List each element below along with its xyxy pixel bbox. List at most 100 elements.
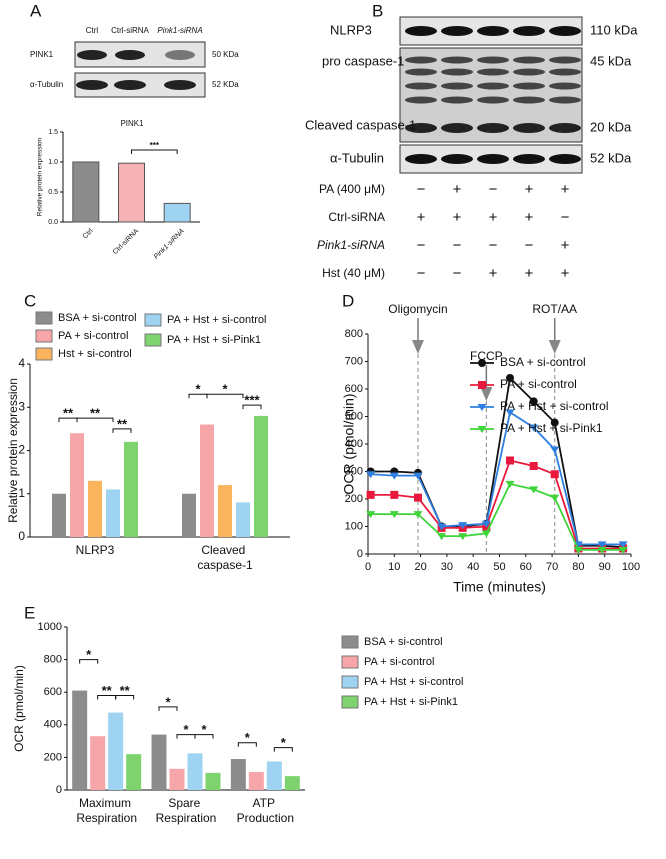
band	[441, 56, 473, 64]
y-tick-label: 400	[345, 438, 363, 450]
legend-label: PA + Hst + si-Pink1	[364, 696, 458, 708]
y-tick-label: 600	[345, 383, 363, 395]
bar	[52, 493, 66, 537]
y-tick-label: 800	[345, 328, 363, 340]
significance-bracket	[237, 742, 257, 747]
x-tick-label: 30	[441, 561, 453, 573]
panel-label: C	[24, 291, 36, 310]
band	[513, 68, 545, 76]
point	[550, 470, 559, 479]
y-tick-label: 0.0	[48, 219, 58, 226]
point	[413, 472, 423, 480]
significance-label: **	[63, 406, 74, 421]
band	[405, 26, 437, 36]
x-tick-label: Pink1-siRNA	[153, 228, 186, 261]
series-line	[370, 482, 624, 551]
point	[389, 472, 399, 480]
band	[549, 26, 581, 36]
condition-mark: −	[417, 181, 426, 198]
y-tick-label: 700	[345, 355, 363, 367]
significance-bracket	[158, 706, 178, 711]
legend-swatch	[35, 311, 53, 325]
legend-label: PA + si-control	[500, 377, 577, 391]
size-label: 110 kDa	[590, 22, 638, 37]
point	[390, 490, 399, 499]
significance-bracket	[112, 428, 132, 433]
legend-label: PA + Hst + si-control	[167, 314, 266, 326]
legend-label: PA + Hst + si-Pink1	[500, 421, 603, 435]
legend-label: PA + si-control	[364, 656, 434, 668]
x-tick-label: 100	[622, 561, 640, 573]
y-tick-label: 200	[345, 493, 363, 505]
condition-mark: −	[525, 237, 534, 254]
band	[477, 123, 509, 133]
x-tick-label: Cleaved caspase-1	[197, 543, 253, 572]
bar	[118, 162, 145, 223]
band	[549, 68, 581, 76]
bar	[248, 772, 264, 790]
band	[114, 80, 146, 90]
row-label: pro caspase-1	[322, 53, 404, 68]
significance-bracket	[131, 149, 178, 154]
band	[441, 68, 473, 76]
point	[437, 523, 447, 531]
x-tick-label: Maximum Respiration	[76, 796, 137, 825]
point	[529, 462, 538, 470]
point	[366, 471, 376, 479]
band	[115, 50, 145, 60]
point	[506, 456, 515, 465]
condition-mark: +	[561, 265, 570, 282]
blot-b	[399, 16, 583, 174]
bar	[124, 441, 138, 537]
y-tick-label: 0	[357, 548, 363, 560]
panel-label: A	[30, 1, 42, 20]
band	[513, 154, 545, 164]
row-label: Cleaved caspase-1	[305, 117, 416, 132]
y-tick-label: 0	[56, 784, 62, 796]
annotation-arrowhead	[480, 387, 493, 401]
significance-bracket	[115, 694, 135, 700]
bar	[187, 753, 203, 790]
x-tick-label: Ctrl-siRNA	[112, 228, 141, 257]
point	[618, 546, 628, 554]
legend-swatch	[144, 333, 162, 347]
band	[164, 80, 196, 90]
legend-swatch	[341, 675, 359, 689]
band	[477, 154, 509, 164]
size-label: 45 kDa	[590, 53, 632, 68]
condition-mark: −	[417, 265, 426, 282]
y-axis-label: Relative protein expression	[37, 137, 44, 216]
condition-mark: +	[453, 209, 462, 226]
y-axis-label: Relative protein expression	[6, 378, 20, 523]
band	[477, 56, 509, 64]
significance-label: *	[245, 730, 251, 745]
condition-mark: −	[453, 265, 462, 282]
bar	[72, 161, 100, 223]
bar	[236, 502, 250, 537]
significance-label: *	[222, 382, 228, 397]
bar	[126, 754, 142, 790]
condition-label: Ctrl-siRNA	[328, 210, 385, 224]
point	[529, 424, 539, 432]
point	[505, 480, 515, 488]
bar	[182, 493, 196, 537]
point	[366, 490, 375, 499]
significance-label: *	[195, 382, 201, 397]
y-tick-label: 2	[18, 443, 25, 457]
point	[618, 541, 628, 549]
condition-mark: +	[525, 265, 534, 282]
point	[477, 426, 487, 433]
significance-bracket	[79, 659, 99, 664]
x-tick-label: 50	[493, 561, 505, 573]
significance-label: **	[117, 416, 128, 431]
y-tick-label: 400	[44, 719, 62, 731]
condition-label: Pink1-siRNA	[317, 238, 385, 252]
y-axis-label: OCR (pmol/min)	[341, 393, 357, 494]
legend-swatch	[35, 329, 53, 343]
lane-label: Pink1-siRNA	[157, 26, 202, 35]
x-tick-label: ATP Production	[237, 796, 294, 825]
significance-label: *	[165, 694, 171, 709]
band	[405, 123, 437, 133]
band	[441, 82, 473, 90]
point	[477, 404, 487, 411]
